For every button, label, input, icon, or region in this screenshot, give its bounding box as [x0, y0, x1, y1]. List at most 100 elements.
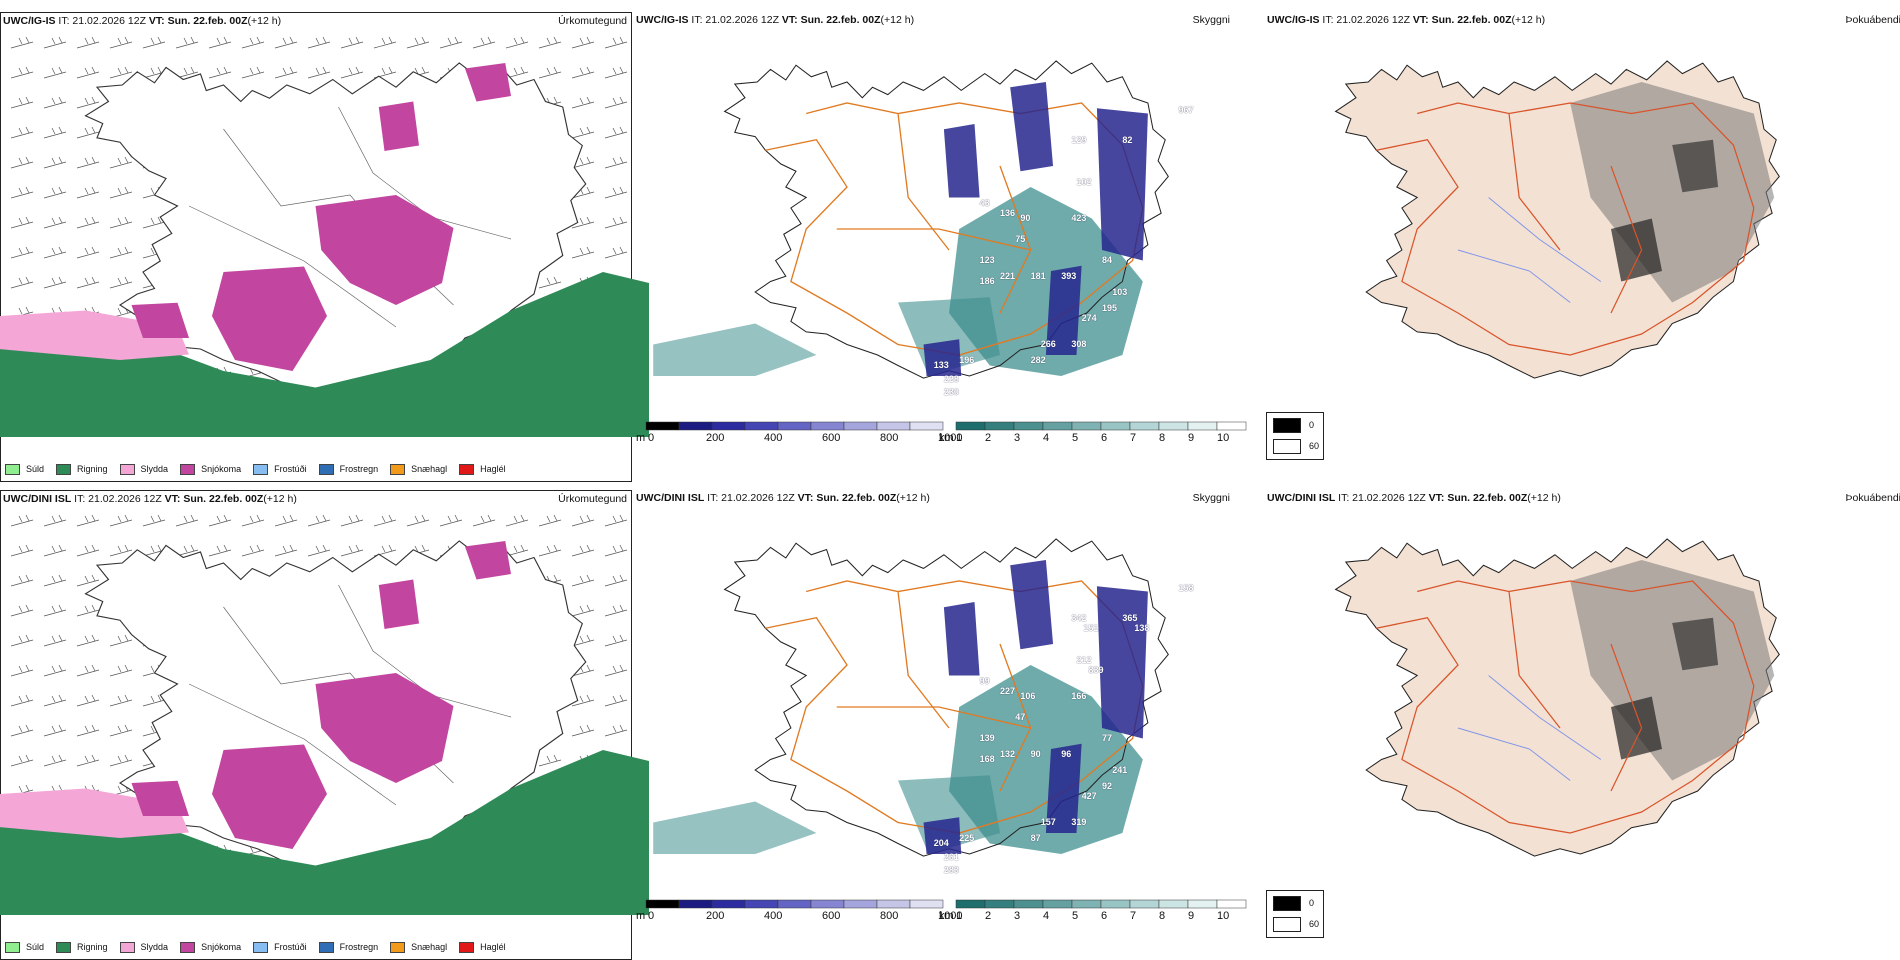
legend-swatch [5, 941, 20, 953]
wind-barb [43, 126, 67, 139]
height-label: 228 [943, 373, 959, 384]
height-label: 283 [943, 864, 959, 875]
legend-label: Slydda [140, 942, 169, 952]
visibility-tick: 6 [1101, 432, 1108, 444]
wind-barb [604, 66, 628, 79]
fog-index-area [1570, 82, 1775, 303]
wind-barb [43, 96, 67, 109]
height-unit: m [636, 910, 646, 922]
wind-barb [109, 216, 133, 229]
fog-index-area [1570, 560, 1775, 781]
wind-barb [274, 514, 298, 527]
valid-time: VT: Sun. 22.feb. 00Z [781, 14, 881, 26]
height-label: 319 [1071, 817, 1087, 828]
visibility-tick: 5 [1072, 432, 1079, 444]
height-tick: 0 [648, 910, 655, 922]
fog-key-row: 60 [1273, 437, 1323, 455]
height-label: 266 [1040, 339, 1056, 350]
panel-title: Þokuábendi [1845, 14, 1900, 26]
wind-barb [175, 36, 199, 49]
fog-key: 0 60 [1266, 412, 1324, 460]
visibility-map [645, 538, 1247, 909]
wind-barb [43, 36, 67, 49]
legend-label: Frostúði [274, 464, 307, 474]
wind-barb [307, 514, 331, 527]
height-label: 157 [1040, 817, 1056, 828]
height-label: 90 [1020, 213, 1031, 224]
snow-area [212, 744, 327, 849]
snow-area [378, 101, 419, 151]
height-label: 181 [1030, 271, 1046, 281]
height-tick: 800 [880, 910, 899, 922]
visibility-colorbar [955, 899, 1247, 909]
valid-time: VT: Sun. 22.feb. 00Z [1412, 14, 1512, 26]
iceland-coast [723, 60, 1169, 379]
legend-swatch [180, 941, 196, 953]
wind-barb [241, 514, 265, 527]
wind-barb [43, 694, 67, 707]
wind-barb [505, 36, 529, 49]
legend-item: Súld [5, 941, 44, 953]
height-label: 423 [1071, 213, 1087, 224]
model-name: UWC/DINI ISL [636, 492, 705, 504]
fog-key: 0 60 [1266, 890, 1324, 938]
legend-swatch [459, 463, 475, 475]
precip-map [0, 514, 649, 916]
height-unit: m [636, 432, 646, 444]
wind-barb [406, 514, 430, 527]
height-label: 136 [1000, 208, 1016, 218]
legend-item: Snjókoma [180, 463, 242, 475]
panel-title: Þokuábendi [1845, 492, 1900, 504]
model-name: UWC/DINI ISL [1267, 492, 1336, 504]
height-tick: 1000 [938, 910, 963, 922]
precip-legend: Súld Rigning Slydda Snjókoma Frostúði Frostre… [5, 937, 518, 957]
init-time: IT: 21.02.2026 12Z [71, 493, 165, 505]
legend-item: Snæhagl [390, 941, 447, 953]
height-label: 106 [1020, 691, 1036, 702]
legend-label: Slydda [140, 464, 169, 474]
snow-area [378, 579, 419, 629]
height-colorbar [645, 899, 944, 909]
height-label: 186 [979, 276, 995, 287]
height-label: 99 [979, 675, 990, 686]
low-visibility-area [949, 665, 1143, 854]
height-label: 365 [1122, 612, 1138, 623]
model-name: UWC/IG-IS [636, 14, 689, 26]
precip-map [0, 36, 649, 438]
legend-label: Snjókoma [201, 464, 242, 474]
terrain-area [943, 602, 980, 676]
precip-legend: Súld Rigning Slydda Snjókoma Frostúði Frostre… [5, 459, 518, 479]
wind-barb [10, 126, 34, 139]
wind-barb [208, 544, 232, 557]
height-label: 102 [1076, 176, 1092, 187]
visibility-tick: 5 [1072, 910, 1079, 922]
fog-key-row: 60 [1273, 915, 1323, 933]
wind-barb [109, 694, 133, 707]
height-label: 212 [1076, 654, 1092, 665]
wind-barb [571, 216, 595, 229]
wind-barb [76, 694, 100, 707]
fog-key-label: 60 [1309, 441, 1320, 451]
height-label: 158 [1178, 583, 1194, 594]
legend-swatch [318, 941, 334, 953]
wind-barb [571, 66, 595, 79]
wind-barb [76, 754, 100, 767]
wind-barb [340, 66, 364, 79]
wind-barb [373, 36, 397, 49]
legend-swatch [180, 463, 196, 475]
river-network [1457, 197, 1602, 303]
height-label: 196 [959, 355, 975, 365]
height-tick: 400 [764, 910, 783, 922]
visibility-tick: 9 [1188, 910, 1195, 922]
height-label: 230 [943, 386, 959, 397]
height-label: 166 [1071, 691, 1087, 702]
fog-key-swatch [1273, 895, 1301, 911]
height-label: 90 [1030, 749, 1041, 759]
valid-time: VT: Sun. 22.feb. 00Z [797, 492, 897, 504]
wind-barb [571, 694, 595, 707]
wind-barb [142, 694, 166, 707]
height-label: 77 [1102, 733, 1113, 744]
legend-swatch [459, 941, 475, 953]
height-label: 204 [933, 838, 949, 849]
legend-label: Rigning [77, 464, 108, 474]
